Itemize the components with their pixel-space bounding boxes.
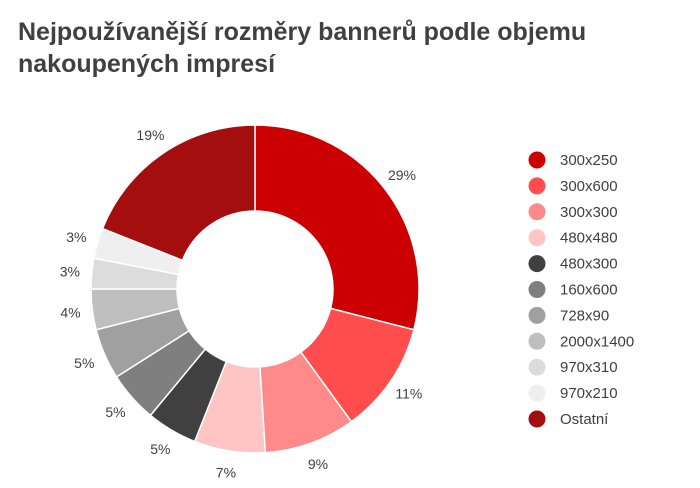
- chart-title: Nejpoužívanější rozměry bannerů podle ob…: [18, 18, 587, 78]
- data-label: 7%: [216, 465, 236, 481]
- legend-marker: [528, 332, 546, 350]
- data-label: 3%: [66, 229, 86, 245]
- legend-marker: [528, 177, 546, 195]
- legend-marker: [528, 203, 546, 221]
- data-label: 5%: [150, 441, 170, 457]
- legend-label: 300x250: [560, 152, 618, 169]
- slice-Ostatní: [101, 124, 256, 262]
- legend-label: 970x210: [560, 385, 618, 402]
- legend-label: 160x600: [560, 282, 618, 299]
- legend-marker: [528, 255, 546, 273]
- legend-label: 300x600: [560, 178, 618, 195]
- data-label: 4%: [60, 304, 80, 320]
- legend-marker: [528, 384, 546, 402]
- legend-label: 970x310: [560, 359, 618, 376]
- slice-300x250: [254, 124, 420, 331]
- legend-label: Ostatní: [560, 411, 609, 428]
- legend-marker: [528, 410, 546, 428]
- data-label: 5%: [105, 404, 125, 420]
- legend-label: 300x300: [560, 204, 618, 221]
- legend-marker: [528, 281, 546, 298]
- legend-marker: [528, 306, 546, 324]
- data-label: 29%: [388, 167, 416, 183]
- data-label: 11%: [395, 386, 422, 402]
- legend-label: 728x90: [560, 307, 609, 324]
- legend-label: 2000x1400: [560, 333, 634, 350]
- data-label: 3%: [60, 263, 80, 279]
- data-label: 5%: [74, 355, 94, 371]
- data-label: 19%: [136, 127, 164, 143]
- legend-marker: [528, 229, 546, 247]
- legend-label: 480x480: [560, 230, 618, 247]
- legend-label: 480x300: [560, 256, 618, 273]
- legend-marker: [528, 358, 546, 376]
- legend-marker: [528, 151, 546, 169]
- data-label: 9%: [308, 456, 328, 472]
